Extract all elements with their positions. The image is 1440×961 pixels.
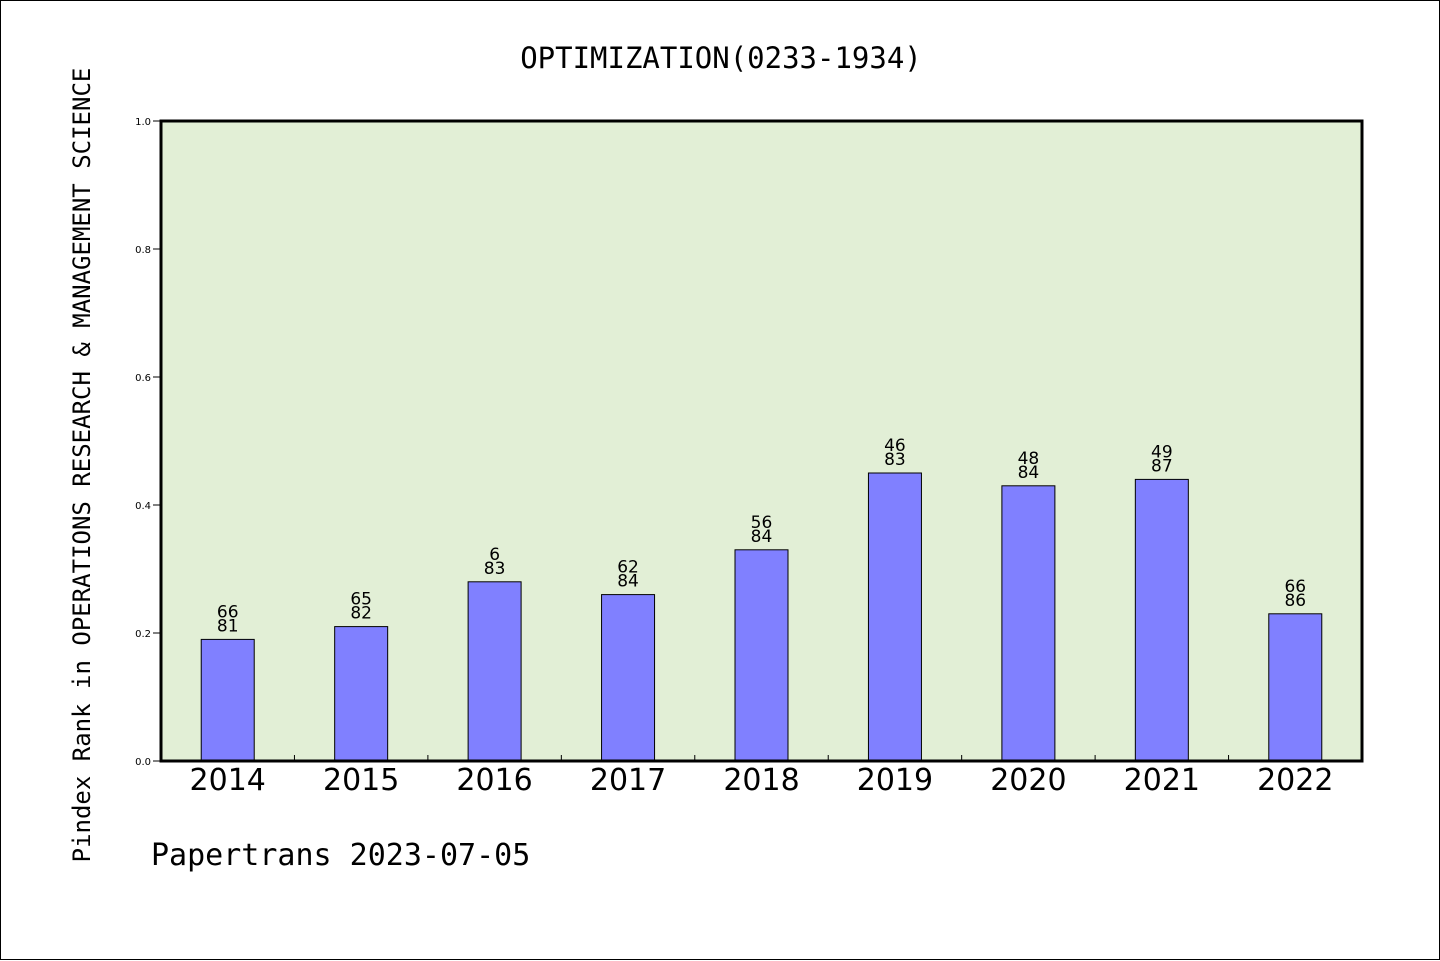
y-tick-label: 0.0: [135, 757, 151, 768]
bar-2019: [867, 472, 922, 762]
x-tick-label: 2021: [1124, 763, 1200, 798]
y-tick-label: 0.6: [135, 373, 151, 384]
bar-2014: [200, 638, 255, 762]
x-tick-label: 2014: [190, 763, 266, 798]
x-axis: 2014 2015 2016 2017 2018 2019 2020 2021 2022: [190, 755, 1333, 798]
y-tick-label: 0.2: [135, 629, 151, 640]
x-tick-label: 2015: [323, 763, 399, 798]
bar-label-top: 56: [751, 513, 773, 533]
y-axis: 0.0 0.2 0.4 0.6 0.8 1.0: [135, 117, 161, 768]
bar-label-bottom: 81: [217, 616, 239, 636]
x-tick-label: 2018: [723, 763, 799, 798]
bar-2018: [734, 549, 789, 762]
plot-frame: [159, 119, 1364, 763]
bar-2022: [1268, 613, 1323, 762]
bar-label-top: 6: [489, 545, 500, 565]
bars-group: [200, 472, 1323, 762]
bar-label-top: 49: [1151, 442, 1173, 462]
x-tick-label: 2017: [590, 763, 666, 798]
x-tick-label: 2022: [1257, 763, 1333, 798]
y-tick-label: 1.0: [135, 117, 151, 128]
bar-label-bottom: 87: [1151, 456, 1173, 476]
bar-label-bottom: 83: [884, 450, 906, 470]
bar-label-bottom: 86: [1284, 591, 1306, 611]
y-tick-label: 0.4: [135, 501, 151, 512]
bar-label-top: 66: [217, 602, 239, 622]
bar-label-top: 46: [884, 436, 906, 456]
bar-2017: [601, 594, 656, 762]
y-tick-label: 0.8: [135, 245, 151, 256]
bar-label-top: 48: [1018, 449, 1040, 469]
footer-credit: Papertrans 2023-07-05: [151, 838, 530, 873]
bar-label-bottom: 84: [617, 572, 639, 592]
bar-label-bottom: 82: [350, 604, 372, 624]
bar-2020: [1001, 485, 1056, 762]
bar-label-top: 65: [350, 590, 372, 610]
y-axis-label: Pindex Rank in OPERATIONS RESEARCH & MAN…: [68, 68, 96, 863]
bar-label-bottom: 84: [751, 527, 773, 547]
bar-2016: [467, 581, 522, 762]
bar-label-bottom: 83: [484, 559, 506, 579]
bar-label-bottom: 84: [1018, 463, 1040, 483]
bar-2015: [334, 626, 389, 762]
x-tick-label: 2019: [857, 763, 933, 798]
x-tick-label: 2016: [456, 763, 532, 798]
x-tick-label: 2020: [990, 763, 1066, 798]
bar-2021: [1134, 478, 1189, 762]
bar-label-top: 66: [1284, 577, 1306, 597]
chart-title: OPTIMIZATION(0233-1934): [520, 41, 922, 75]
bar-label-top: 62: [617, 558, 639, 578]
